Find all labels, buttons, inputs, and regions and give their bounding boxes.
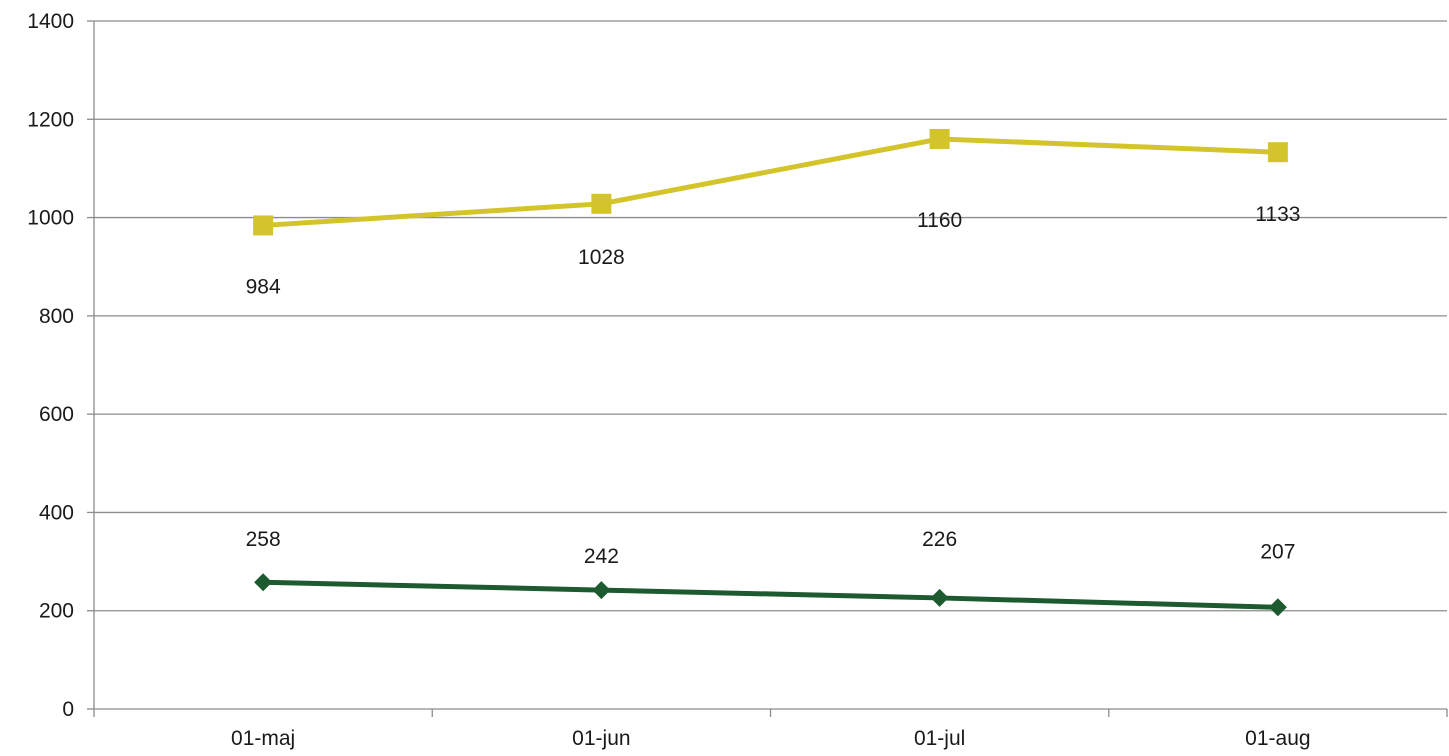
data-point-marker [929,128,950,149]
x-tick-label: 01-aug [1245,727,1310,750]
data-label: 1133 [1255,203,1300,226]
y-tick-label: 1200 [27,108,74,131]
x-tick-label: 01-maj [231,727,295,750]
gridlines [94,20,1447,612]
x-tick-label: 01-jun [572,727,630,750]
data-labels: 984 1028 1160 1133 258 242 226 207 [246,203,1301,568]
y-tick-labels: 0 200 400 600 800 1000 1200 1400 [27,10,74,721]
data-point-marker [591,193,612,214]
series-line [260,136,1281,228]
data-label: 984 [246,275,281,298]
y-tick-label: 0 [62,698,74,721]
series-1 [253,128,1288,236]
data-point-marker [1267,142,1288,163]
data-point-marker [253,215,274,236]
y-tick-label: 800 [39,305,74,328]
data-label: 258 [246,528,281,551]
y-tick-label: 1000 [27,207,74,230]
series-layer [253,128,1288,617]
series-2 [254,573,1287,617]
data-label: 226 [922,528,957,551]
y-tick-label: 600 [39,403,74,426]
x-tick-labels: 01-maj 01-jun 01-jul 01-aug [231,727,1311,750]
data-label: 1160 [917,209,962,232]
data-point-marker [254,573,273,592]
y-tick-label: 1400 [27,10,74,33]
data-point-marker [930,588,949,607]
x-tick-label: 01-jul [914,727,965,750]
data-point-marker [592,581,611,600]
data-point-marker [1268,598,1287,617]
data-label: 207 [1260,540,1295,563]
data-label: 1028 [578,246,625,269]
y-tick-label: 400 [39,501,74,524]
data-label: 242 [584,545,619,568]
axes [87,20,1448,717]
y-tick-label: 200 [39,600,74,623]
series-line [260,579,1281,610]
